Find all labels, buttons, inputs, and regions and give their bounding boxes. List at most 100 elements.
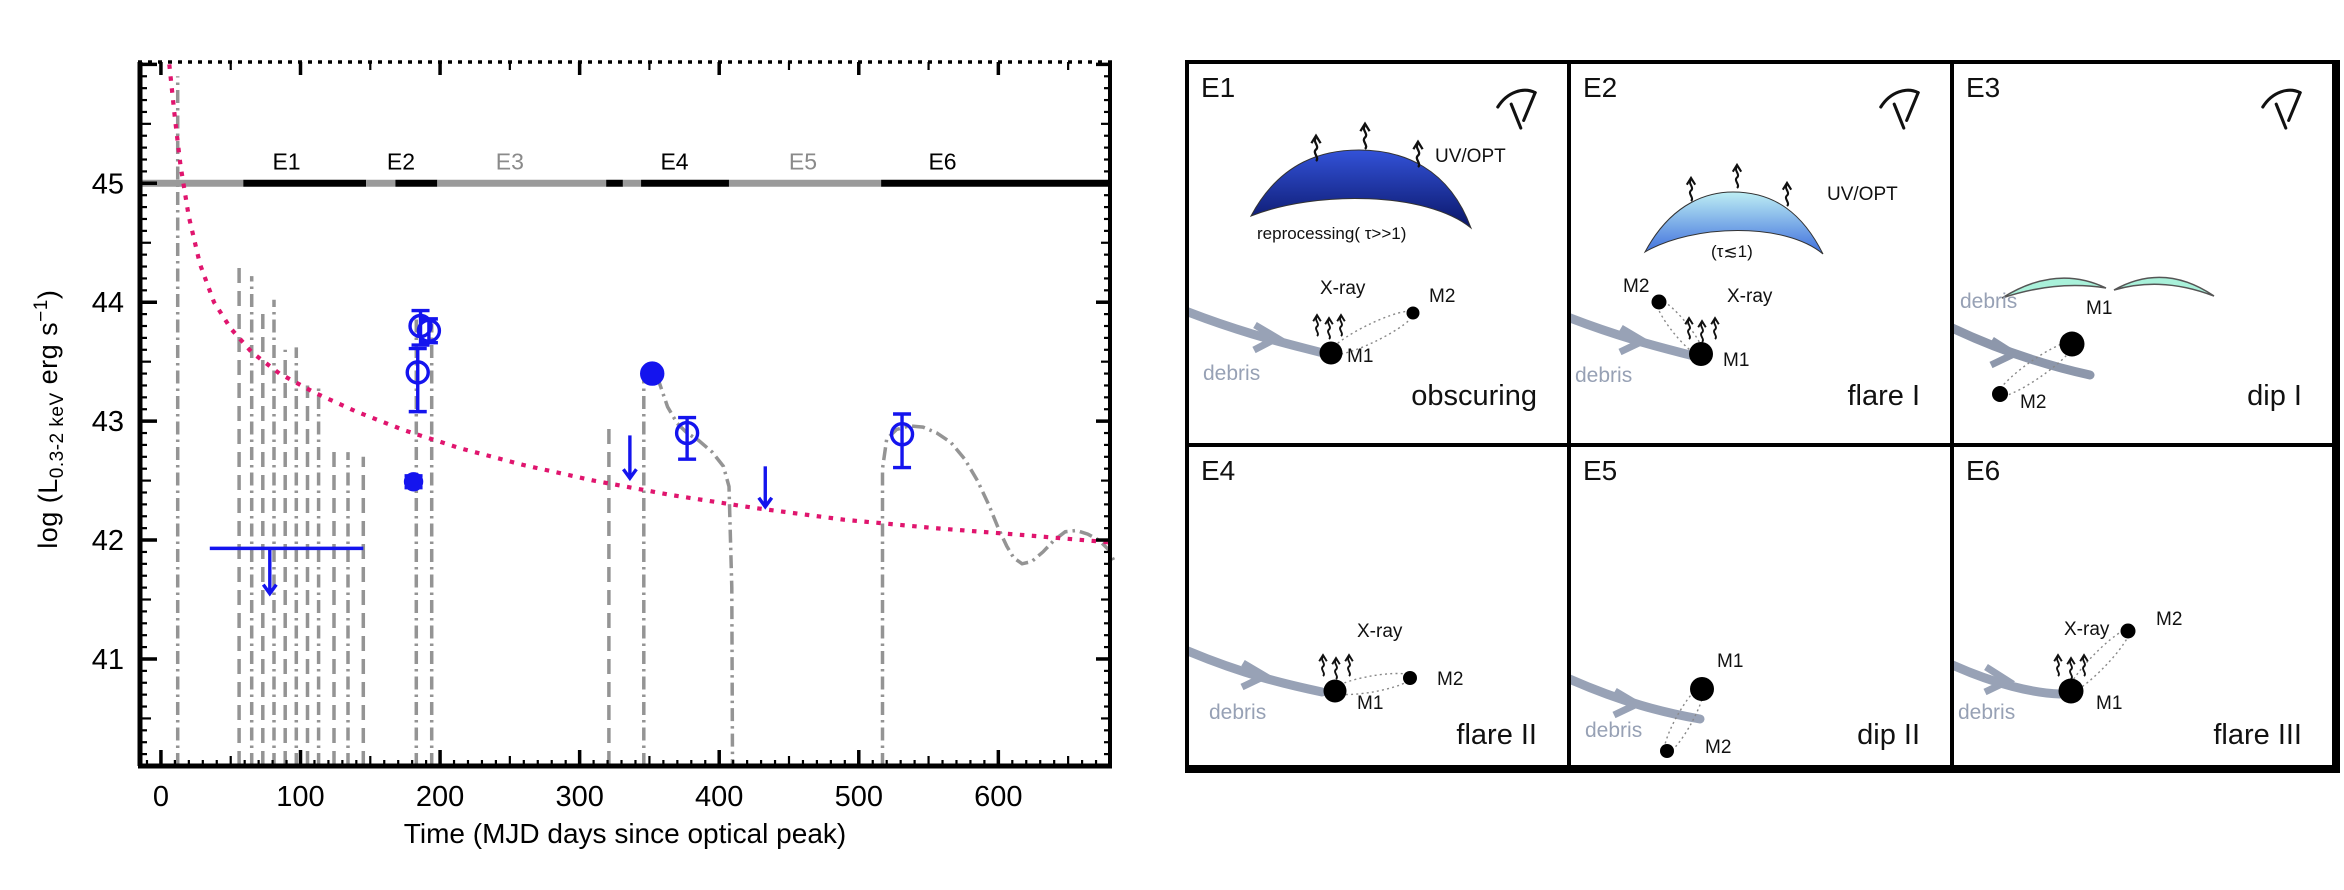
panel-caption: flare I [1847, 380, 1920, 412]
observer-eye-icon [2261, 88, 2302, 130]
decline-fit-curve [167, 64, 1111, 545]
y-tick-label: 45 [92, 168, 124, 200]
dome-label: (τ≲1) [1711, 242, 1753, 261]
xray-label: X-ray [1320, 278, 1366, 299]
xray-data-group [209, 308, 915, 597]
debris-stream [1189, 307, 1328, 358]
panel-e3-art [1954, 276, 2215, 402]
m1-label: M1 [1717, 651, 1744, 672]
debris-label: debris [1960, 290, 2018, 313]
x-tick-label: 400 [695, 781, 743, 813]
m2-companion [1403, 671, 1417, 685]
debris-label: debris [1575, 364, 1633, 387]
epoch-label: E2 [387, 148, 415, 174]
panel-caption: obscuring [1411, 380, 1537, 412]
xray-label: X-ray [1357, 621, 1403, 642]
debris-label: debris [1958, 701, 2016, 724]
x-tick-label: 600 [974, 781, 1022, 813]
debris-label: debris [1203, 362, 1261, 385]
debris-arrowhead [1612, 687, 1645, 719]
panel-e5-art [1571, 674, 1714, 758]
panel-id: E1 [1201, 72, 1236, 103]
epoch-cartoon-grid: E1 UV/OPT reprocessing( τ>>1) X-ray M1 M… [1185, 60, 2340, 773]
panel-e4-art [1189, 646, 1417, 703]
panel-e6: E6 X-ray M1 M2 debris flare III [1952, 445, 2334, 767]
m1-black-hole [1690, 677, 1714, 701]
debris-stream [1954, 323, 2095, 380]
gray-dashdot-curve [642, 367, 735, 767]
debris-stream [1954, 660, 2065, 699]
panel-id: E4 [1201, 455, 1236, 486]
m1-label: M1 [1723, 350, 1750, 371]
m1-label: M1 [2096, 693, 2123, 714]
m2-label: M2 [1429, 286, 1456, 307]
uv-opt-label: UV/OPT [1435, 146, 1506, 167]
m1-black-hole [2059, 331, 2085, 357]
arrowhead [261, 583, 278, 597]
xray-arrows-icon [1312, 314, 1346, 340]
y-tick-label: 44 [92, 287, 124, 319]
observer-eye-icon [1496, 88, 1537, 130]
panel-e1-art [1189, 122, 1473, 365]
panel-id: E5 [1583, 455, 1618, 486]
debris-crescent-left [2001, 277, 2107, 299]
m1-label: M1 [1357, 693, 1384, 714]
lightcurve-plot-canvas: E1 E2 E3 E4 E5 E6 0 100 200 300 400 500 600 41 42 43 44 4… [92, 60, 1116, 813]
debris-arrowhead [1983, 664, 2016, 696]
panel-id: E3 [1966, 72, 2001, 103]
debris-label: debris [1209, 701, 1267, 724]
data-point-open [405, 360, 430, 385]
data-point-open [889, 422, 915, 447]
x-axis-label: Time (MJD days since optical peak) [403, 818, 847, 849]
lightcurve-chart: E1 E2 E3 E4 E5 E6 0 100 200 300 400 500 600 41 42 43 44 4… [0, 0, 1160, 890]
xray-label: X-ray [2064, 619, 2110, 640]
y-axis-label-superscript: −1 [30, 299, 52, 322]
panel-e2-art [1571, 163, 1824, 366]
y-tick-label: 43 [92, 406, 124, 438]
xray-label: X-ray [1727, 286, 1773, 307]
m1-black-hole [1319, 341, 1343, 365]
x-tick-label: 200 [416, 781, 464, 813]
reprocessing-dome [1249, 149, 1473, 230]
x-tick-label: 0 [153, 781, 169, 813]
panel-e3: E3 M1 M2 debris dip I [1952, 62, 2334, 445]
x-tick-label: 500 [835, 781, 883, 813]
panel-caption: dip I [2247, 380, 2302, 412]
debris-arrowhead [1989, 337, 2022, 369]
m2-companion [1651, 294, 1667, 310]
m2-companion [1992, 386, 2008, 402]
m2-companion [1660, 744, 1674, 758]
m2-label: M2 [1437, 669, 1464, 690]
m2-label: M2 [1623, 276, 1650, 297]
epoch-label: E1 [272, 148, 300, 174]
panel-e5: E5 M1 M2 debris dip II [1569, 445, 1952, 767]
panel-caption: flare III [2213, 719, 2302, 751]
panel-caption: flare II [1456, 719, 1537, 751]
data-point-open [416, 318, 442, 343]
m1-black-hole [2058, 678, 2084, 704]
m2-companion [1406, 306, 1420, 320]
epoch-label: E4 [660, 148, 688, 174]
y-axis-label: log (L0.3-2 keV erg s−1) [30, 289, 69, 549]
m2-label: M2 [2156, 609, 2183, 630]
panel-e1: E1 UV/OPT reprocessing( τ>>1) X-ray M1 M… [1187, 62, 1569, 445]
epoch-label: E3 [496, 148, 524, 174]
data-point-filled [403, 472, 424, 492]
dome-label: reprocessing( τ>>1) [1257, 224, 1407, 243]
data-point-filled [640, 361, 665, 386]
m1-label: M1 [2086, 298, 2113, 319]
observer-eye-icon [1879, 88, 1920, 130]
panel-e6-art [1954, 623, 2136, 704]
panel-id: E2 [1583, 72, 1618, 103]
y-tick-label: 41 [92, 644, 124, 676]
epoch-label: E5 [789, 148, 817, 174]
uv-opt-label: UV/OPT [1827, 184, 1898, 205]
m2-label: M2 [2020, 392, 2047, 413]
panel-caption: dip II [1857, 719, 1920, 751]
debris-arrowhead [1252, 321, 1285, 354]
m1-label: M1 [1347, 346, 1374, 367]
xray-arrows-icon [2053, 654, 2089, 680]
x-tick-label: 100 [276, 781, 324, 813]
epoch-label: E6 [928, 148, 956, 174]
